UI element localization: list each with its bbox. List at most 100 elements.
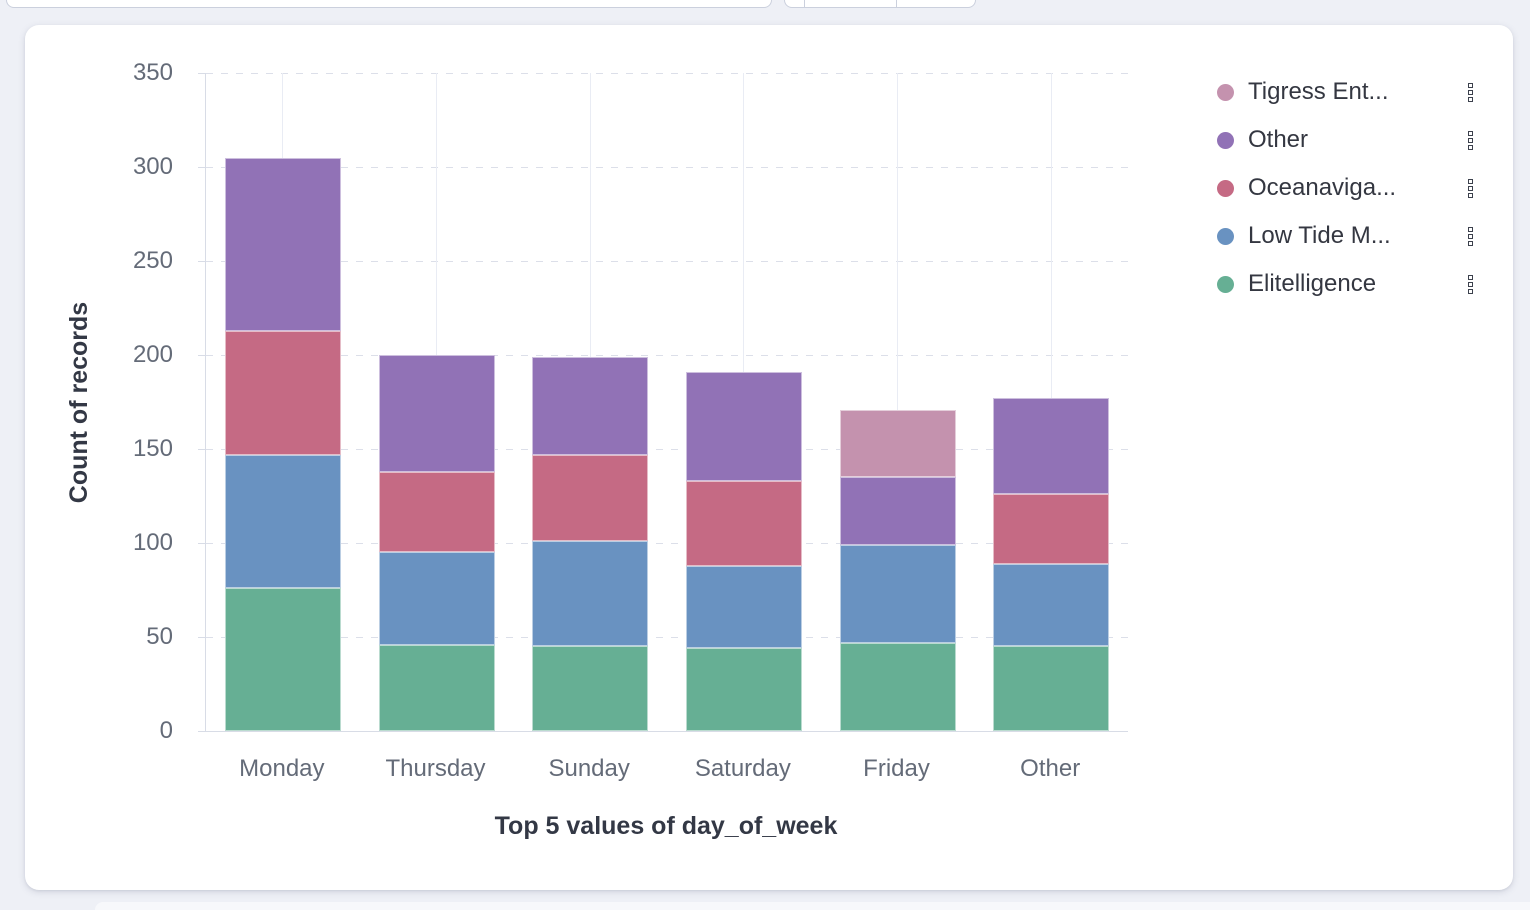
h-gridline <box>206 354 1128 356</box>
bar-segment-other-other[interactable] <box>993 398 1110 495</box>
bar-segment-thursday-oceanaviga[interactable] <box>378 471 495 553</box>
bar-segment-thursday-other[interactable] <box>378 355 495 472</box>
bar-segment-friday-low-tide-m[interactable] <box>839 544 956 643</box>
legend-label: Elitelligence <box>1248 270 1377 297</box>
bar-segment-thursday-elitelligence[interactable] <box>378 644 495 731</box>
y-tick-mark <box>198 354 206 356</box>
bar-segment-saturday-other[interactable] <box>685 371 802 481</box>
legend-item-low-tide-m[interactable]: Low Tide M... <box>1217 212 1475 260</box>
x-tick-label: Friday <box>863 755 930 782</box>
y-tick-mark <box>198 166 206 168</box>
legend-item-oceanaviga[interactable]: Oceanaviga... <box>1217 164 1475 212</box>
y-tick-label: 350 <box>132 59 173 86</box>
boxes-vertical-square <box>1468 96 1473 102</box>
y-tick-label: 200 <box>132 341 173 368</box>
bar-segment-other-oceanaviga[interactable] <box>993 494 1110 564</box>
series-color-dot <box>1217 275 1234 293</box>
h-gridline <box>206 72 1128 74</box>
h-gridline <box>206 166 1128 168</box>
x-axis-title: Top 5 values of day_of_week <box>494 812 838 840</box>
boxes-vertical-icon[interactable] <box>1458 223 1475 250</box>
boxes-vertical-square <box>1468 82 1473 88</box>
series-color-dot <box>1217 83 1234 101</box>
bar-segment-saturday-elitelligence[interactable] <box>685 648 802 731</box>
y-tick-mark <box>198 730 206 732</box>
boxes-vertical-square <box>1468 192 1473 198</box>
h-gridline <box>206 636 1128 638</box>
bar-segment-sunday-oceanaviga[interactable] <box>532 454 649 542</box>
bar-segment-saturday-low-tide-m[interactable] <box>685 565 802 649</box>
boxes-vertical-square <box>1468 185 1473 191</box>
x-tick-label: Saturday <box>694 755 791 782</box>
legend-label: Oceanaviga... <box>1248 174 1397 201</box>
legend-item-tigress-ent[interactable]: Tigress Ent... <box>1217 68 1475 116</box>
boxes-vertical-square <box>1468 144 1473 150</box>
bar-segment-friday-elitelligence[interactable] <box>839 642 956 731</box>
h-gridline <box>206 260 1128 262</box>
bar-segment-sunday-other[interactable] <box>532 356 649 455</box>
boxes-vertical-square <box>1468 274 1473 280</box>
date-picker-fragment[interactable] <box>784 0 976 8</box>
bar-segment-other-low-tide-m[interactable] <box>993 563 1110 647</box>
bar-segment-monday-other[interactable] <box>224 157 341 331</box>
boxes-vertical-icon[interactable] <box>1458 79 1475 106</box>
date-picker-divider <box>896 0 897 7</box>
plot-area <box>198 72 1128 732</box>
h-gridline <box>206 448 1128 450</box>
boxes-vertical-square <box>1468 89 1473 95</box>
series-color-dot <box>1217 131 1234 149</box>
y-tick-mark <box>198 72 206 74</box>
bar-segment-monday-oceanaviga[interactable] <box>224 330 341 455</box>
boxes-vertical-icon[interactable] <box>1458 175 1475 202</box>
query-input-fragment[interactable] <box>6 0 772 8</box>
legend: Tigress Ent... Other Oceanaviga... Low Tide… <box>1217 68 1475 308</box>
y-tick-mark <box>198 448 206 450</box>
bar-segment-thursday-low-tide-m[interactable] <box>378 552 495 645</box>
y-tick-label: 100 <box>132 529 173 556</box>
series-color-dot <box>1217 179 1234 197</box>
y-tick-label: 300 <box>132 153 173 180</box>
y-tick-label: 150 <box>132 435 173 462</box>
y-axis-tick-labels: 0 50 100 150 200 250 300 350 <box>25 59 173 744</box>
bar-segment-saturday-oceanaviga[interactable] <box>685 480 802 566</box>
y-tick-label: 0 <box>159 717 173 744</box>
bar-segment-monday-low-tide-m[interactable] <box>224 454 341 589</box>
x-tick-label: Monday <box>239 755 325 782</box>
h-gridline <box>206 542 1128 544</box>
date-picker-divider <box>804 0 805 7</box>
x-tick-label: Other <box>1020 755 1081 782</box>
v-gridline <box>897 73 898 731</box>
bar-segment-friday-tigress-ent[interactable] <box>839 409 956 478</box>
legend-label: Low Tide M... <box>1248 222 1391 249</box>
y-tick-label: 50 <box>146 623 173 650</box>
legend-label: Other <box>1248 126 1309 153</box>
legend-item-elitelligence[interactable]: Elitelligence <box>1217 260 1475 308</box>
x-tick-label: Thursday <box>385 755 486 782</box>
x-tick-label: Sunday <box>548 755 630 782</box>
boxes-vertical-square <box>1468 288 1473 294</box>
x-axis-labels: Monday Thursday Sunday Saturday Friday Other <box>205 755 1127 783</box>
boxes-vertical-square <box>1468 240 1473 246</box>
y-tick-mark <box>198 542 206 544</box>
boxes-vertical-icon[interactable] <box>1458 271 1475 298</box>
boxes-vertical-square <box>1468 130 1473 136</box>
bar-segment-other-elitelligence[interactable] <box>993 646 1110 731</box>
chart-panel: Count of records 0 50 100 150 200 250 300 350 M… <box>25 25 1513 890</box>
boxes-vertical-square <box>1468 226 1473 232</box>
bar-segment-monday-elitelligence[interactable] <box>224 588 341 731</box>
boxes-vertical-icon[interactable] <box>1458 127 1475 154</box>
boxes-vertical-square <box>1468 233 1473 239</box>
boxes-vertical-square <box>1468 178 1473 184</box>
series-color-dot <box>1217 227 1234 245</box>
bar-segment-friday-other[interactable] <box>839 477 956 545</box>
y-tick-mark <box>198 260 206 262</box>
legend-label: Tigress Ent... <box>1248 78 1389 105</box>
bar-segment-sunday-low-tide-m[interactable] <box>532 541 649 647</box>
y-tick-mark <box>198 636 206 638</box>
y-tick-label: 250 <box>132 247 173 274</box>
boxes-vertical-square <box>1468 281 1473 287</box>
legend-item-other[interactable]: Other <box>1217 116 1475 164</box>
bar-segment-sunday-elitelligence[interactable] <box>532 646 649 731</box>
boxes-vertical-square <box>1468 137 1473 143</box>
